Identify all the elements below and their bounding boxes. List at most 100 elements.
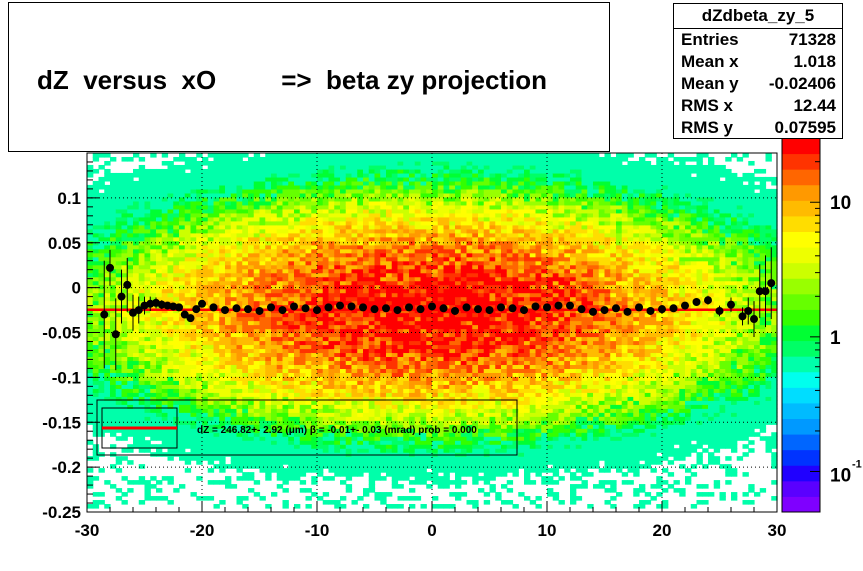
heat-cell (150, 172, 157, 178)
heat-cell (144, 432, 151, 437)
heat-cell (334, 204, 341, 210)
heat-cell (138, 412, 146, 417)
heat-cell (351, 232, 358, 238)
heat-cell (374, 176, 381, 182)
heat-cell (322, 432, 330, 437)
heat-cell (437, 153, 445, 158)
heat-cell (248, 424, 255, 429)
heat-cell (288, 412, 295, 417)
heat-cell (403, 336, 410, 342)
heat-cell (87, 200, 94, 206)
heat-cell (334, 280, 341, 286)
heat-cell (253, 228, 261, 234)
heat-cell (351, 176, 358, 182)
heat-cell (242, 236, 249, 242)
heat-cell (87, 224, 94, 230)
heat-cell (311, 480, 318, 485)
heat-cell (98, 276, 105, 282)
heat-cell (322, 164, 330, 170)
heat-cell (386, 336, 393, 342)
heat-cell (420, 316, 427, 322)
heat-cell (115, 400, 123, 405)
heat-cell (225, 324, 232, 330)
heat-cell (271, 316, 278, 322)
heat-cell (161, 368, 169, 373)
heat-cell (98, 468, 105, 473)
heat-cell (357, 376, 364, 381)
heat-cell (328, 352, 335, 358)
heat-cell (409, 460, 416, 465)
heat-cell (426, 372, 433, 377)
heat-cell (357, 408, 364, 413)
heat-cell (219, 352, 226, 358)
heat-cell (259, 276, 266, 282)
heat-cell (179, 420, 186, 425)
heat-cell (110, 288, 117, 294)
heat-cell (351, 212, 358, 218)
heat-cell (104, 400, 111, 405)
heat-cell (184, 280, 192, 286)
heat-cell (121, 392, 128, 397)
heat-cell (248, 204, 255, 210)
heat-cell (219, 420, 226, 425)
heat-cell (420, 452, 427, 457)
heat-cell (144, 396, 151, 401)
heat-cell (317, 464, 324, 469)
heat-cell (351, 348, 358, 354)
heat-cell (397, 436, 404, 441)
heat-cell (282, 200, 289, 206)
heat-cell (167, 356, 174, 362)
heat-cell (144, 484, 151, 489)
heat-cell (345, 192, 353, 198)
heat-cell (253, 196, 261, 202)
heat-cell (242, 456, 249, 461)
heat-cell (167, 244, 174, 250)
heat-cell (87, 392, 94, 397)
heat-cell (202, 340, 209, 346)
heat-cell (253, 412, 261, 417)
heat-cell (196, 364, 203, 369)
heat-cell (328, 336, 335, 342)
heat-cell (328, 408, 335, 413)
heat-cell (414, 360, 422, 366)
heat-cell (253, 316, 261, 322)
heat-cell (219, 288, 226, 294)
heat-cell (92, 492, 100, 497)
heat-cell (443, 396, 450, 401)
heat-cell (345, 168, 353, 174)
heat-cell (340, 392, 347, 397)
heat-cell (230, 340, 238, 346)
heat-cell (305, 224, 312, 230)
heat-cell (340, 296, 347, 302)
heat-cell (437, 196, 445, 202)
heat-cell (420, 296, 427, 302)
heat-cell (219, 168, 226, 174)
heat-cell (340, 496, 347, 501)
heat-cell (167, 288, 174, 294)
heat-cell (98, 500, 105, 505)
heat-cell (437, 192, 445, 198)
heat-cell (179, 368, 186, 373)
heat-cell (161, 372, 169, 377)
heat-cell (276, 280, 284, 286)
heat-cell (161, 208, 169, 214)
heat-cell (225, 228, 232, 234)
heat-cell (121, 436, 128, 441)
heat-cell (334, 460, 341, 465)
heat-cell (190, 224, 197, 230)
heat-cell (213, 348, 220, 354)
heat-cell (328, 444, 335, 449)
heat-cell (179, 320, 186, 326)
heat-cell (207, 452, 215, 457)
heat-cell (87, 208, 94, 214)
heat-cell (340, 344, 347, 350)
heat-cell (409, 236, 416, 242)
heat-cell (386, 460, 393, 465)
heat-cell (334, 212, 341, 218)
heat-cell (374, 324, 381, 330)
heat-cell (207, 164, 215, 170)
heat-cell (104, 380, 111, 385)
heat-cell (409, 380, 416, 385)
heat-cell (409, 464, 416, 469)
heat-cell (207, 168, 215, 174)
